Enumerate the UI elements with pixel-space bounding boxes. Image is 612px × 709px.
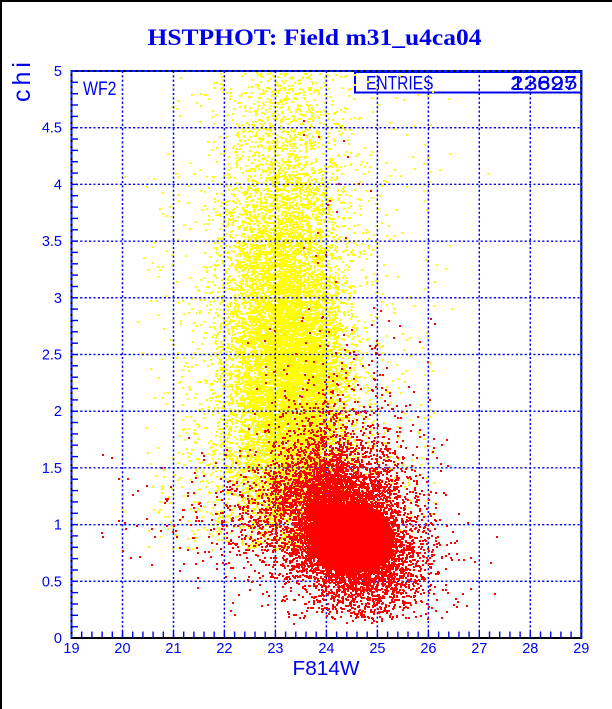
svg-text:5: 5 (54, 64, 62, 80)
svg-text:21: 21 (165, 641, 181, 657)
svg-text:0: 0 (54, 631, 62, 647)
svg-text:3: 3 (54, 291, 62, 307)
svg-text:29: 29 (573, 641, 589, 657)
svg-text:F814W: F814W (293, 658, 360, 680)
svg-text:ENTRIES: ENTRIES (366, 74, 434, 95)
svg-text:24: 24 (318, 641, 334, 657)
svg-text:19: 19 (63, 641, 79, 657)
svg-text:25: 25 (369, 641, 385, 657)
svg-text:28: 28 (522, 641, 538, 657)
svg-text:4.5: 4.5 (42, 121, 62, 137)
svg-text:2.5: 2.5 (42, 348, 62, 364)
svg-text:13827: 13827 (511, 74, 577, 95)
svg-text:4: 4 (54, 177, 62, 193)
svg-text:0.5: 0.5 (42, 574, 62, 590)
svg-text:WF2: WF2 (83, 79, 117, 100)
svg-text:3.5: 3.5 (42, 234, 62, 250)
svg-text:20: 20 (114, 641, 130, 657)
svg-text:23: 23 (267, 641, 283, 657)
svg-text:1.5: 1.5 (42, 461, 62, 477)
svg-text:22695: 22695 (510, 74, 578, 95)
svg-text:1: 1 (54, 518, 62, 534)
svg-text:26: 26 (420, 641, 436, 657)
svg-text:2: 2 (54, 404, 62, 420)
svg-text:chi: chi (8, 58, 36, 102)
svg-text:HSTPHOT: Field m31_u4ca04: HSTPHOT: Field m31_u4ca04 (148, 25, 483, 50)
svg-text:22: 22 (216, 641, 232, 657)
svg-text:27: 27 (471, 641, 487, 657)
